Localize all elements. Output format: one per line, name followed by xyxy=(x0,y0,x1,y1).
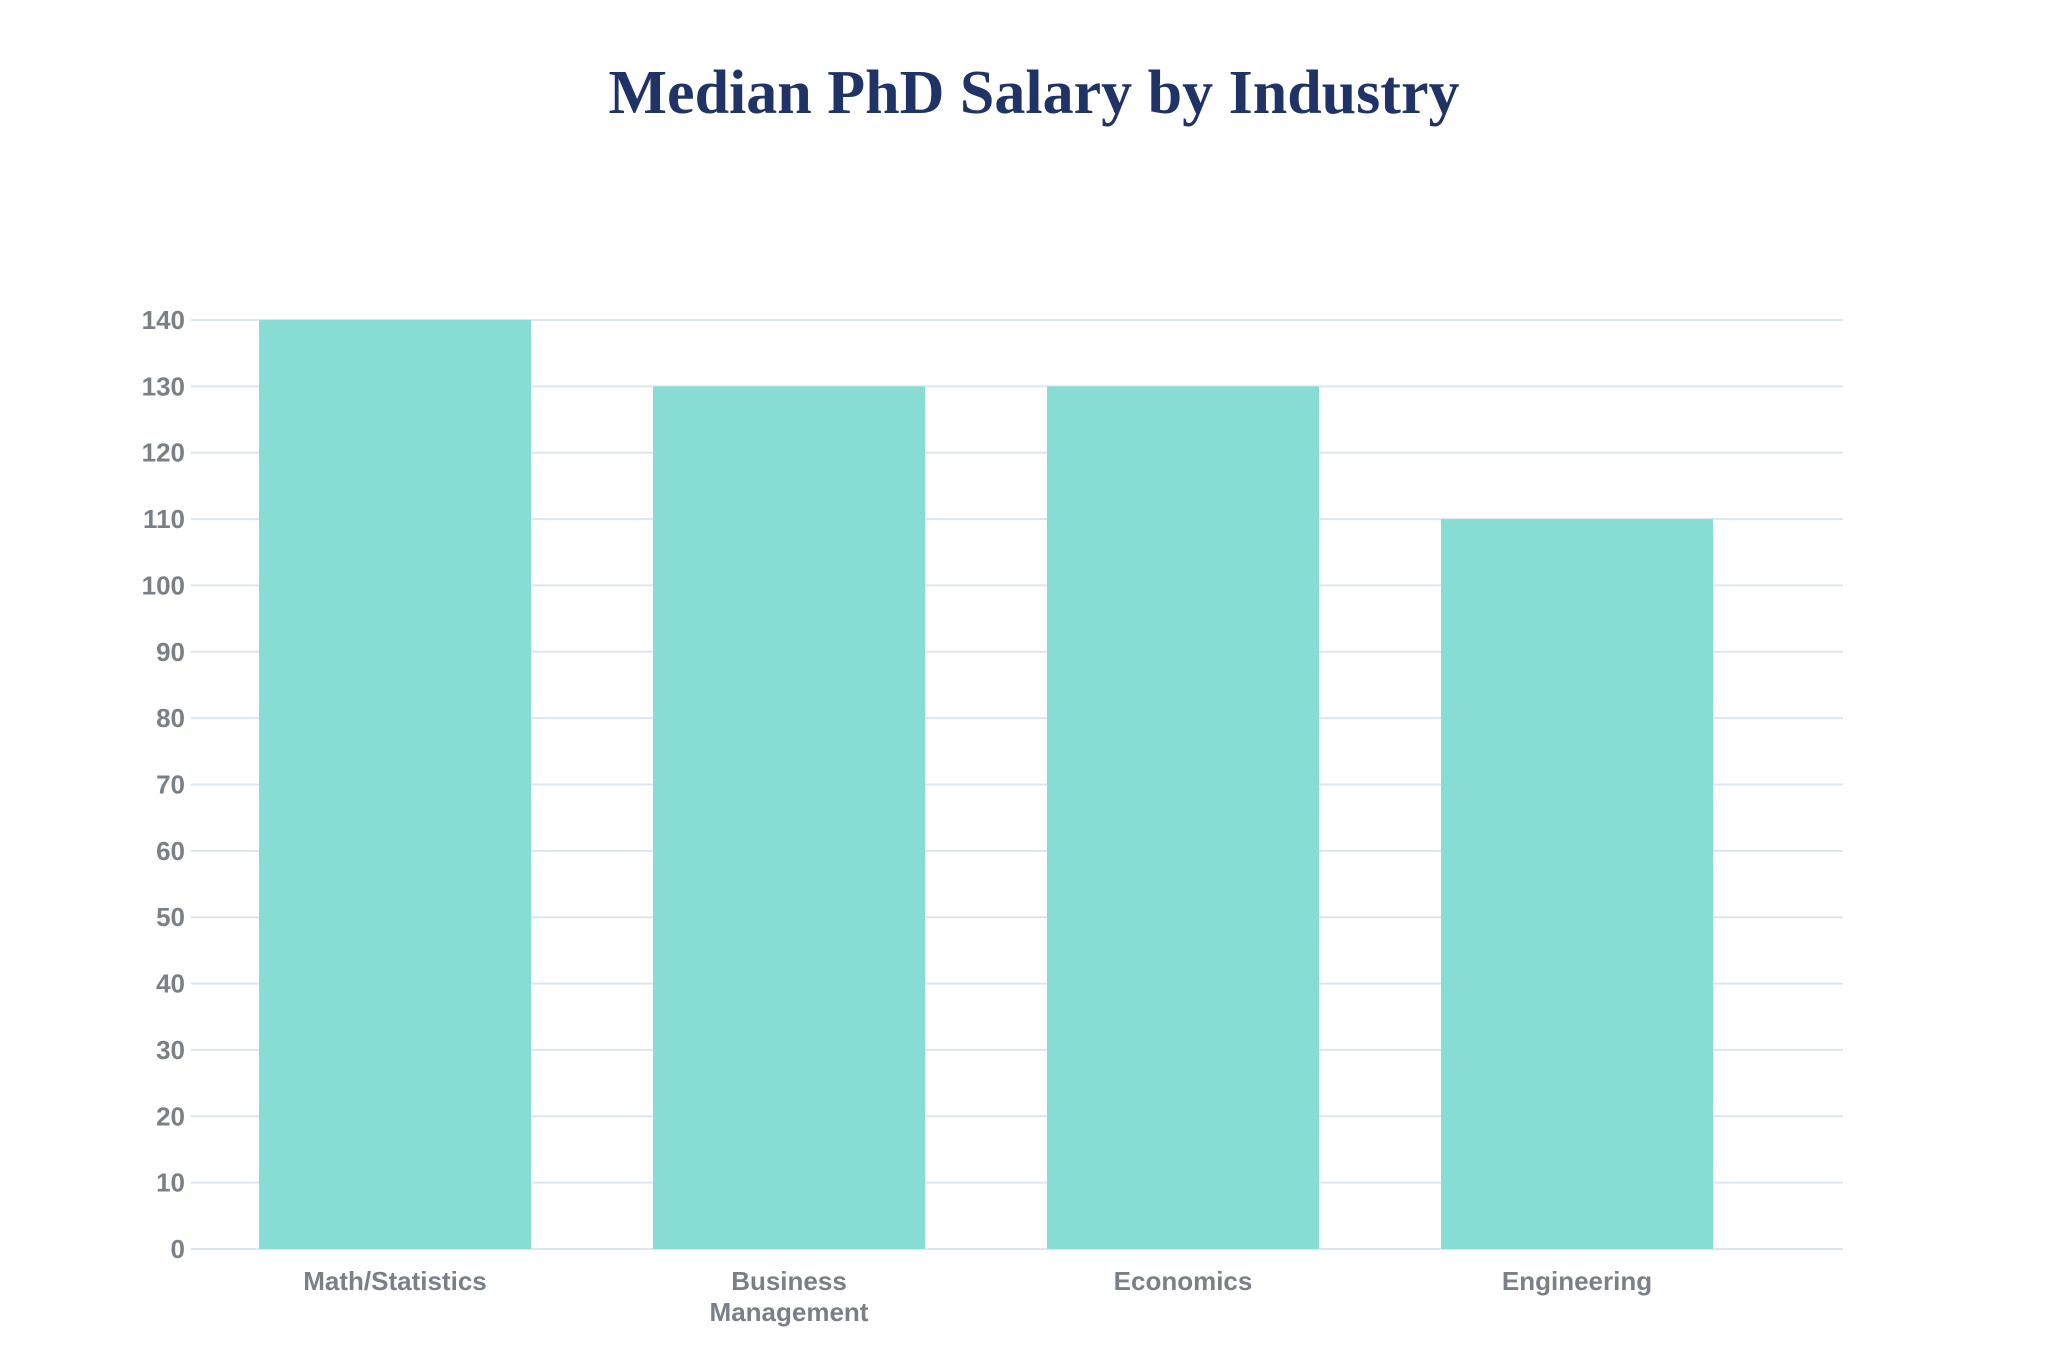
bar-business-management xyxy=(653,386,925,1249)
y-tick-label: 40 xyxy=(156,969,185,999)
y-tick-label: 30 xyxy=(156,1035,185,1065)
x-tick-label: Engineering xyxy=(1502,1266,1652,1296)
chart-title: Median PhD Salary by Industry xyxy=(608,59,1460,127)
y-tick-label: 130 xyxy=(142,371,185,401)
y-tick-label: 10 xyxy=(156,1168,185,1198)
y-tick-label: 0 xyxy=(171,1234,185,1264)
x-tick-label: Management xyxy=(710,1297,869,1327)
y-tick-label: 70 xyxy=(156,770,185,800)
bar-economics xyxy=(1047,386,1319,1249)
y-tick-label: 50 xyxy=(156,902,185,932)
x-tick-label: Math/Statistics xyxy=(303,1266,487,1296)
y-tick-label: 100 xyxy=(142,570,185,600)
y-tick-label: 110 xyxy=(143,504,185,534)
x-tick-label: Business xyxy=(731,1266,847,1296)
bar-engineering xyxy=(1441,519,1713,1249)
y-tick-label: 90 xyxy=(156,637,185,667)
x-tick-label: Economics xyxy=(1114,1266,1253,1296)
y-tick-label: 60 xyxy=(156,836,185,866)
y-tick-label: 120 xyxy=(142,438,185,468)
bar-math-statistics xyxy=(259,320,531,1249)
y-tick-label: 140 xyxy=(142,305,185,335)
y-tick-label: 20 xyxy=(156,1101,185,1131)
y-tick-label: 80 xyxy=(156,703,185,733)
